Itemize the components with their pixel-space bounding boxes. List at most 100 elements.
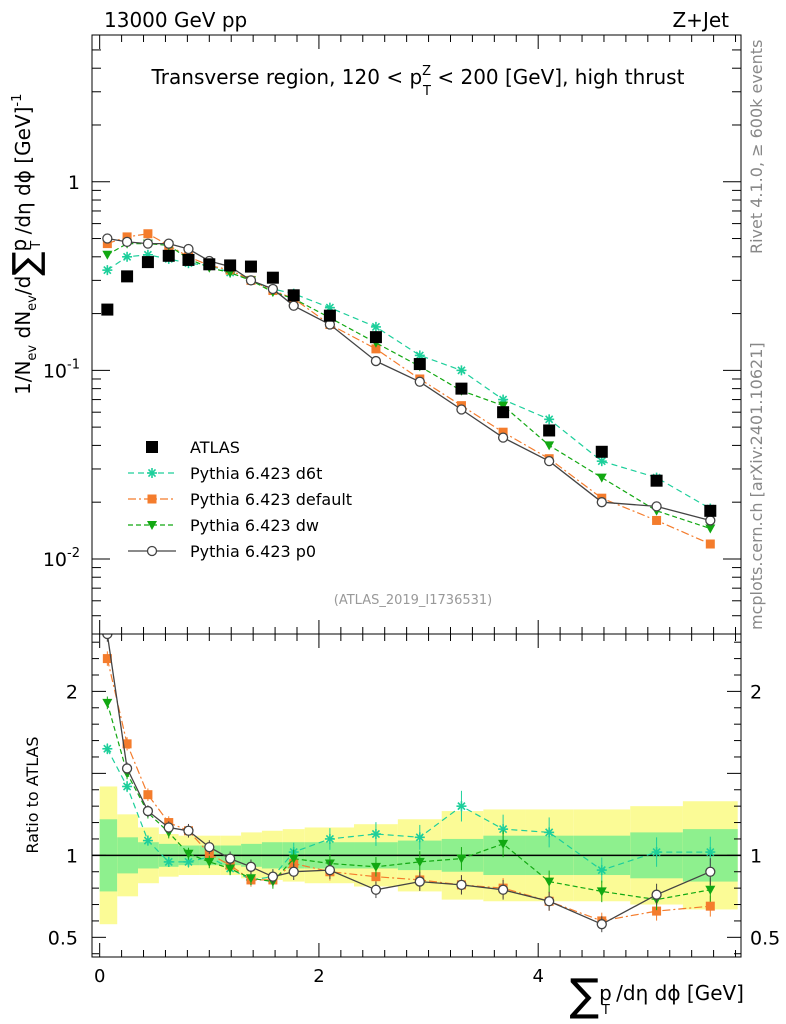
ratio-point-p0 xyxy=(267,871,279,882)
ratio-point-d6t xyxy=(324,833,335,844)
ratio-point-d6t xyxy=(544,827,555,838)
header-process: Z+Jet xyxy=(672,8,729,32)
ratio-point-p0 xyxy=(705,866,716,877)
point-dw xyxy=(705,524,716,534)
point-p0 xyxy=(288,300,299,311)
ratio-point-d6t xyxy=(456,801,467,812)
point-atlas xyxy=(224,259,237,272)
ratio-point-dw xyxy=(183,849,194,859)
ratio-ylabel: Ratio to ATLAS xyxy=(23,736,42,853)
ratio-point-default xyxy=(143,790,153,800)
point-default xyxy=(371,344,381,354)
ratio-point-d6t xyxy=(596,865,607,876)
ratio-point-p0 xyxy=(414,876,425,887)
ratio-point-d6t-stroke xyxy=(545,828,554,837)
point-p0 xyxy=(414,376,425,387)
legend-label: Pythia 6.423 dw xyxy=(190,516,319,535)
x-tick-label: 2 xyxy=(313,966,324,987)
point-p0 xyxy=(497,432,509,443)
point-atlas xyxy=(497,406,510,419)
point-d6t-stroke xyxy=(457,366,466,375)
ratio-point-d6t-stroke xyxy=(184,857,193,867)
ratio-point-d6t-stroke xyxy=(499,825,508,834)
point-atlas xyxy=(595,445,608,458)
svg-text:∑pT /dη dϕ [GeV]: ∑p T /dη dϕ [GeV] xyxy=(570,970,744,1021)
ratio-point-d6t-stroke xyxy=(143,836,153,845)
ratio-point-p0 xyxy=(288,866,299,877)
ratio-point-dw xyxy=(456,854,467,864)
ratio-point-p0 xyxy=(370,884,382,895)
ratio-y-tick-label-right: 0.5 xyxy=(750,927,780,949)
ratio-point-dw xyxy=(370,862,381,872)
ratio-y-tick-label-right: 1 xyxy=(750,845,762,867)
ratio-axes: 0 2 4 0.5 0.5 1 1 2 2 xyxy=(48,634,780,987)
ratio-point-dw xyxy=(102,698,113,708)
ratio-point-d6t xyxy=(414,832,425,843)
ratio-point-dw xyxy=(245,874,256,884)
point-dw xyxy=(102,250,113,260)
ratio-point-p0 xyxy=(204,841,215,853)
point-d6t xyxy=(370,321,381,332)
ratio-y-tick-label-right: 2 xyxy=(750,681,762,703)
ratio-point-p0 xyxy=(245,861,257,872)
point-atlas xyxy=(203,258,216,271)
series-line-dw xyxy=(107,243,711,530)
ratio-point-dw xyxy=(414,857,425,867)
ratio-point-dw xyxy=(498,839,509,849)
ratio-point-p0 xyxy=(456,879,467,891)
main-plot-content xyxy=(101,229,717,549)
legend-marker-p0 xyxy=(146,545,158,557)
point-atlas xyxy=(287,289,300,302)
point-d6t-stroke xyxy=(122,252,132,261)
ratio-point-p0 xyxy=(224,853,236,864)
ratio-point-d6t-stroke xyxy=(597,866,606,875)
ratio-point-p0 xyxy=(142,805,154,817)
ratio-point-d6t xyxy=(651,847,662,858)
point-p0 xyxy=(183,243,194,255)
y-tick-label: 1 xyxy=(68,172,80,194)
ratio-point-d6t xyxy=(705,847,716,858)
point-atlas xyxy=(543,424,556,437)
legend-label: ATLAS xyxy=(190,438,240,457)
y-tick-label: 10-1 xyxy=(43,357,80,382)
ratio-point-p0 xyxy=(596,919,607,930)
point-p0 xyxy=(705,515,716,526)
ratio-y-tick-label: 1 xyxy=(66,845,78,867)
point-p0 xyxy=(651,501,662,512)
point-d6t xyxy=(596,456,607,467)
point-atlas xyxy=(101,303,114,316)
ratio-point-d6t xyxy=(122,781,133,792)
legend-marker-d6t-stroke xyxy=(147,468,157,478)
point-p0 xyxy=(267,283,279,295)
point-atlas xyxy=(369,331,382,344)
point-p0 xyxy=(596,497,607,508)
point-d6t xyxy=(544,414,555,425)
point-p0 xyxy=(142,238,154,249)
ratio-point-d6t xyxy=(102,743,113,754)
point-dw xyxy=(498,401,509,411)
ratio-point-dw xyxy=(204,857,215,867)
point-dw xyxy=(596,473,607,483)
ratio-point-p0 xyxy=(102,634,113,640)
point-p0 xyxy=(121,236,133,248)
ratio-point-d6t-stroke xyxy=(164,857,173,867)
analysis-id: (ATLAS_2019_I1736531) xyxy=(334,593,492,608)
ratio-point-p0 xyxy=(324,864,336,876)
legend-label: Pythia 6.423 d6t xyxy=(190,464,322,483)
ratio-point-d6t-stroke xyxy=(457,802,466,811)
x-axis-label: ∑p T /dη dϕ [GeV] xyxy=(570,970,744,1021)
point-atlas xyxy=(244,260,257,273)
point-d6t-stroke xyxy=(597,457,606,466)
point-atlas xyxy=(182,253,195,266)
point-p0 xyxy=(102,233,113,244)
ratio-point-p0 xyxy=(651,889,662,900)
point-atlas xyxy=(162,249,175,262)
point-p0 xyxy=(544,456,555,467)
header-energy: 13000 GeV pp xyxy=(104,8,247,32)
ratio-point-d6t xyxy=(142,835,153,846)
legend-label: Pythia 6.423 default xyxy=(190,490,352,509)
ratio-point-default xyxy=(652,906,662,916)
point-dw xyxy=(544,441,555,451)
ratio-point-d6t-stroke xyxy=(706,847,715,857)
